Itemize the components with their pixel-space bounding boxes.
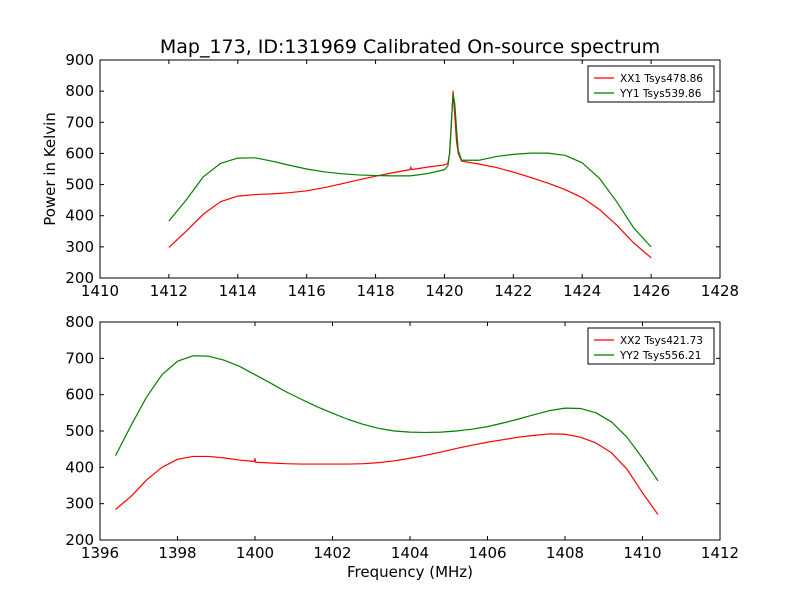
top-legend-box xyxy=(587,65,715,103)
bottom-x-tick-label-7: 1410 xyxy=(623,544,661,562)
top-x-tick-label-6: 1422 xyxy=(494,282,532,300)
top-y-tick-label-6: 800 xyxy=(65,82,94,100)
top-x-tick-label-5: 1420 xyxy=(425,282,463,300)
bottom-legend-label-1: YY2 Tsys556.21 xyxy=(619,350,701,362)
top-series-line-1 xyxy=(168,93,652,248)
top-x-tick-label-4: 1418 xyxy=(356,282,394,300)
top-y-tick-label-1: 300 xyxy=(65,238,94,256)
bottom-x-tick-label-5: 1406 xyxy=(468,544,506,562)
top-panel: 1410 1412 1414 1416 1418 1420 1422 1424 1426 1428… xyxy=(65,51,739,300)
top-x-tick-label-7: 1424 xyxy=(563,282,601,300)
x-axis-label-bottom: Frequency (MHz) xyxy=(347,563,473,581)
bottom-y-tick-label-0: 200 xyxy=(65,531,94,549)
y-axis-label-top: Power in Kelvin xyxy=(41,112,59,226)
bottom-series-line-1 xyxy=(114,355,659,482)
bottom-x-tick-label-8: 1412 xyxy=(701,544,739,562)
bottom-x-tick-label-3: 1402 xyxy=(313,544,351,562)
top-y-tick-label-3: 500 xyxy=(65,176,94,194)
top-x-tick-label-3: 1416 xyxy=(288,282,326,300)
bottom-x-tick-label-6: 1408 xyxy=(546,544,584,562)
bottom-x-tick-label-2: 1400 xyxy=(236,544,274,562)
bottom-legend-box xyxy=(587,327,715,365)
top-y-tick-label-4: 600 xyxy=(65,144,94,162)
top-x-tick-label-2: 1414 xyxy=(219,282,257,300)
bottom-x-tick-label-0: 1396 xyxy=(81,544,119,562)
top-series-line-0 xyxy=(168,90,652,259)
bottom-y-tick-label-1: 300 xyxy=(65,495,94,513)
bottom-y-tick-label-6: 800 xyxy=(65,313,94,331)
bottom-panel: 1396 1398 1400 1402 1404 1406 1408 1410 1412 200 3… xyxy=(65,313,739,562)
top-legend-label-1: YY1 Tsys539.86 xyxy=(619,88,702,100)
bottom-y-tick-label-2: 400 xyxy=(65,458,94,476)
top-y-tick-label-5: 700 xyxy=(65,113,94,131)
top-y-tick-label-2: 400 xyxy=(65,207,94,225)
bottom-y-tick-label-3: 500 xyxy=(65,422,94,440)
bottom-x-tick-label-1: 1398 xyxy=(158,544,196,562)
top-x-tick-label-8: 1426 xyxy=(632,282,670,300)
top-y-tick-label-0: 200 xyxy=(65,269,94,287)
bottom-series-line-0 xyxy=(115,433,659,515)
top-x-tick-label-0: 1410 xyxy=(81,282,119,300)
bottom-y-tick-label-5: 700 xyxy=(65,349,94,367)
top-y-tick-label-7: 900 xyxy=(65,51,94,69)
top-x-tick-label-1: 1412 xyxy=(150,282,188,300)
chart-title: Map_173, ID:131969 Calibrated On-source … xyxy=(160,36,660,58)
bottom-legend-label-0: XX2 Tsys421.73 xyxy=(620,335,703,347)
top-x-tick-label-9: 1428 xyxy=(701,282,739,300)
bottom-x-tick-label-4: 1404 xyxy=(391,544,429,562)
top-axes-frame xyxy=(99,59,721,279)
top-legend-label-0: XX1 Tsys478.86 xyxy=(620,73,703,85)
bottom-y-tick-label-4: 600 xyxy=(65,386,94,404)
